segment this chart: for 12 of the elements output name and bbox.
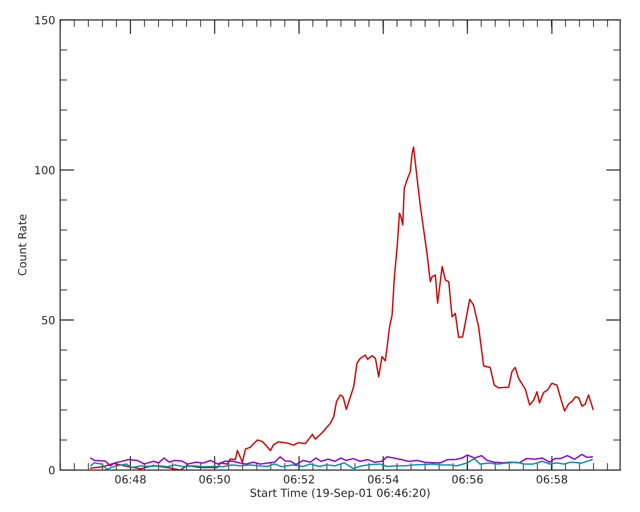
x-axis-title: Start Time (19-Sep-01 06:46:20) [250,488,430,500]
x-tick-label: 06:54 [368,475,399,484]
x-tick-label: 06:52 [284,475,314,484]
y-tick-label: 150 [35,16,55,24]
y-tick-label: 0 [48,466,55,474]
x-tick-label: 06:50 [199,475,230,484]
y-tick-label: 100 [35,166,55,174]
x-tick-label: 06:58 [536,475,568,484]
y-tick-label: 50 [42,316,55,324]
x-tick-label: 06:48 [115,475,146,484]
y-axis-title: Count Rate [18,214,26,276]
x-tick-label: 06:56 [452,475,483,484]
